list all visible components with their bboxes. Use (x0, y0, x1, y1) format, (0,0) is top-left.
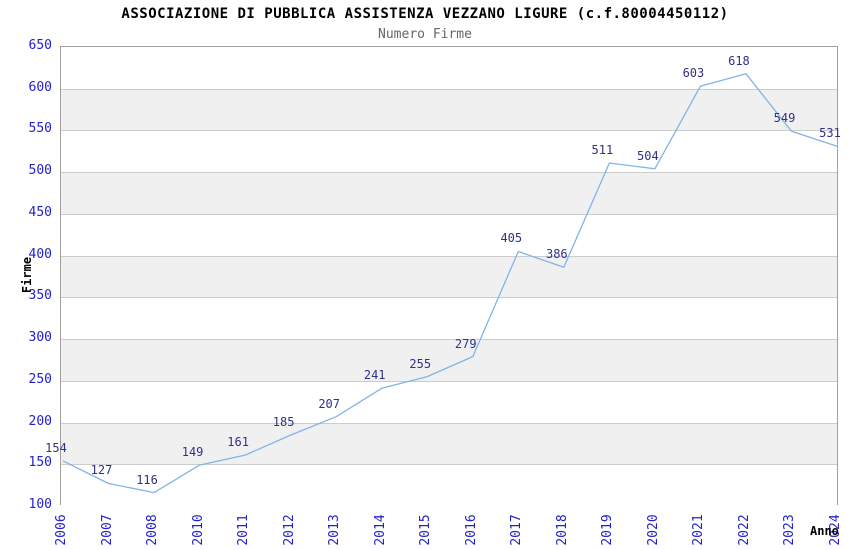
x-tick-label: 2023 (782, 514, 798, 546)
data-point-label: 207 (318, 396, 341, 411)
plot-band (61, 47, 837, 89)
x-tick-label: 2010 (190, 514, 206, 546)
y-tick-label: 300 (28, 330, 52, 346)
x-axis-title: Anno (810, 524, 839, 538)
gridline (61, 89, 837, 90)
series-line (62, 73, 838, 494)
y-tick-label: 200 (28, 413, 52, 429)
plot-band (61, 339, 837, 381)
data-point-label: 127 (90, 463, 113, 478)
gridline (61, 214, 837, 215)
gridline (61, 339, 837, 340)
x-tick-label: 2021 (691, 514, 707, 546)
y-axis-title: Firme (20, 256, 34, 294)
x-tick-label: 2011 (236, 514, 252, 546)
data-point-label: 154 (45, 440, 67, 455)
x-tick-label: 2019 (600, 514, 616, 546)
data-point-label: 386 (545, 247, 568, 262)
plot-band (61, 297, 837, 340)
data-point-label: 549 (773, 111, 796, 126)
y-tick-label: 650 (28, 38, 52, 53)
gridline (61, 172, 837, 173)
plot-band (61, 422, 837, 465)
plot-area (60, 46, 838, 506)
data-point-label: 504 (637, 148, 659, 163)
data-point-label: 116 (136, 472, 158, 487)
gridline (61, 130, 837, 131)
x-tick-label: 2022 (736, 514, 752, 546)
x-tick-label: 2012 (281, 514, 297, 546)
data-point-label: 511 (591, 143, 614, 157)
data-point-label: 185 (272, 415, 295, 430)
data-point-label: 279 (454, 336, 477, 351)
y-tick-label: 150 (28, 455, 52, 471)
x-tick-label: 2007 (99, 514, 115, 546)
y-tick-label: 600 (28, 79, 52, 95)
plot-band (61, 172, 837, 214)
chart-subtitle: Numero Firme (378, 27, 472, 42)
gridline (61, 256, 837, 257)
x-tick-label: 2015 (418, 514, 434, 546)
y-tick-label: 350 (28, 288, 52, 304)
plot-band (61, 380, 837, 423)
x-tick-label: 2006 (54, 514, 69, 546)
x-tick-label: 2008 (145, 514, 161, 546)
gridline (61, 297, 837, 298)
y-tick-label: 400 (28, 246, 52, 262)
gridline (61, 423, 837, 424)
plot-band (61, 213, 837, 256)
y-tick-label: 450 (28, 204, 52, 220)
plot-band (61, 255, 837, 298)
plot-band (61, 88, 837, 131)
data-point-label: 241 (363, 368, 386, 383)
x-tick-label: 2017 (509, 514, 525, 546)
data-point-label: 618 (728, 53, 750, 68)
data-point-label: 255 (409, 356, 432, 371)
data-point-label: 603 (682, 66, 705, 81)
data-point-label: 531 (819, 126, 841, 141)
data-point-label: 149 (181, 445, 204, 460)
chart-title: ASSOCIAZIONE DI PUBBLICA ASSISTENZA VEZZ… (121, 6, 729, 22)
x-tick-label: 2013 (327, 514, 343, 546)
y-tick-label: 500 (28, 163, 52, 179)
data-point-label: 161 (227, 435, 249, 450)
x-tick-label: 2018 (554, 514, 570, 546)
data-point-label: 405 (500, 231, 523, 246)
gridline (61, 381, 837, 382)
x-tick-label: 2016 (463, 514, 479, 546)
y-tick-label: 550 (28, 121, 52, 137)
x-tick-label: 2020 (645, 514, 661, 546)
gridline (61, 464, 837, 465)
plot-band (61, 130, 837, 173)
x-tick-label: 2014 (372, 514, 388, 546)
y-tick-label: 250 (28, 371, 52, 387)
y-tick-label: 100 (28, 497, 52, 512)
